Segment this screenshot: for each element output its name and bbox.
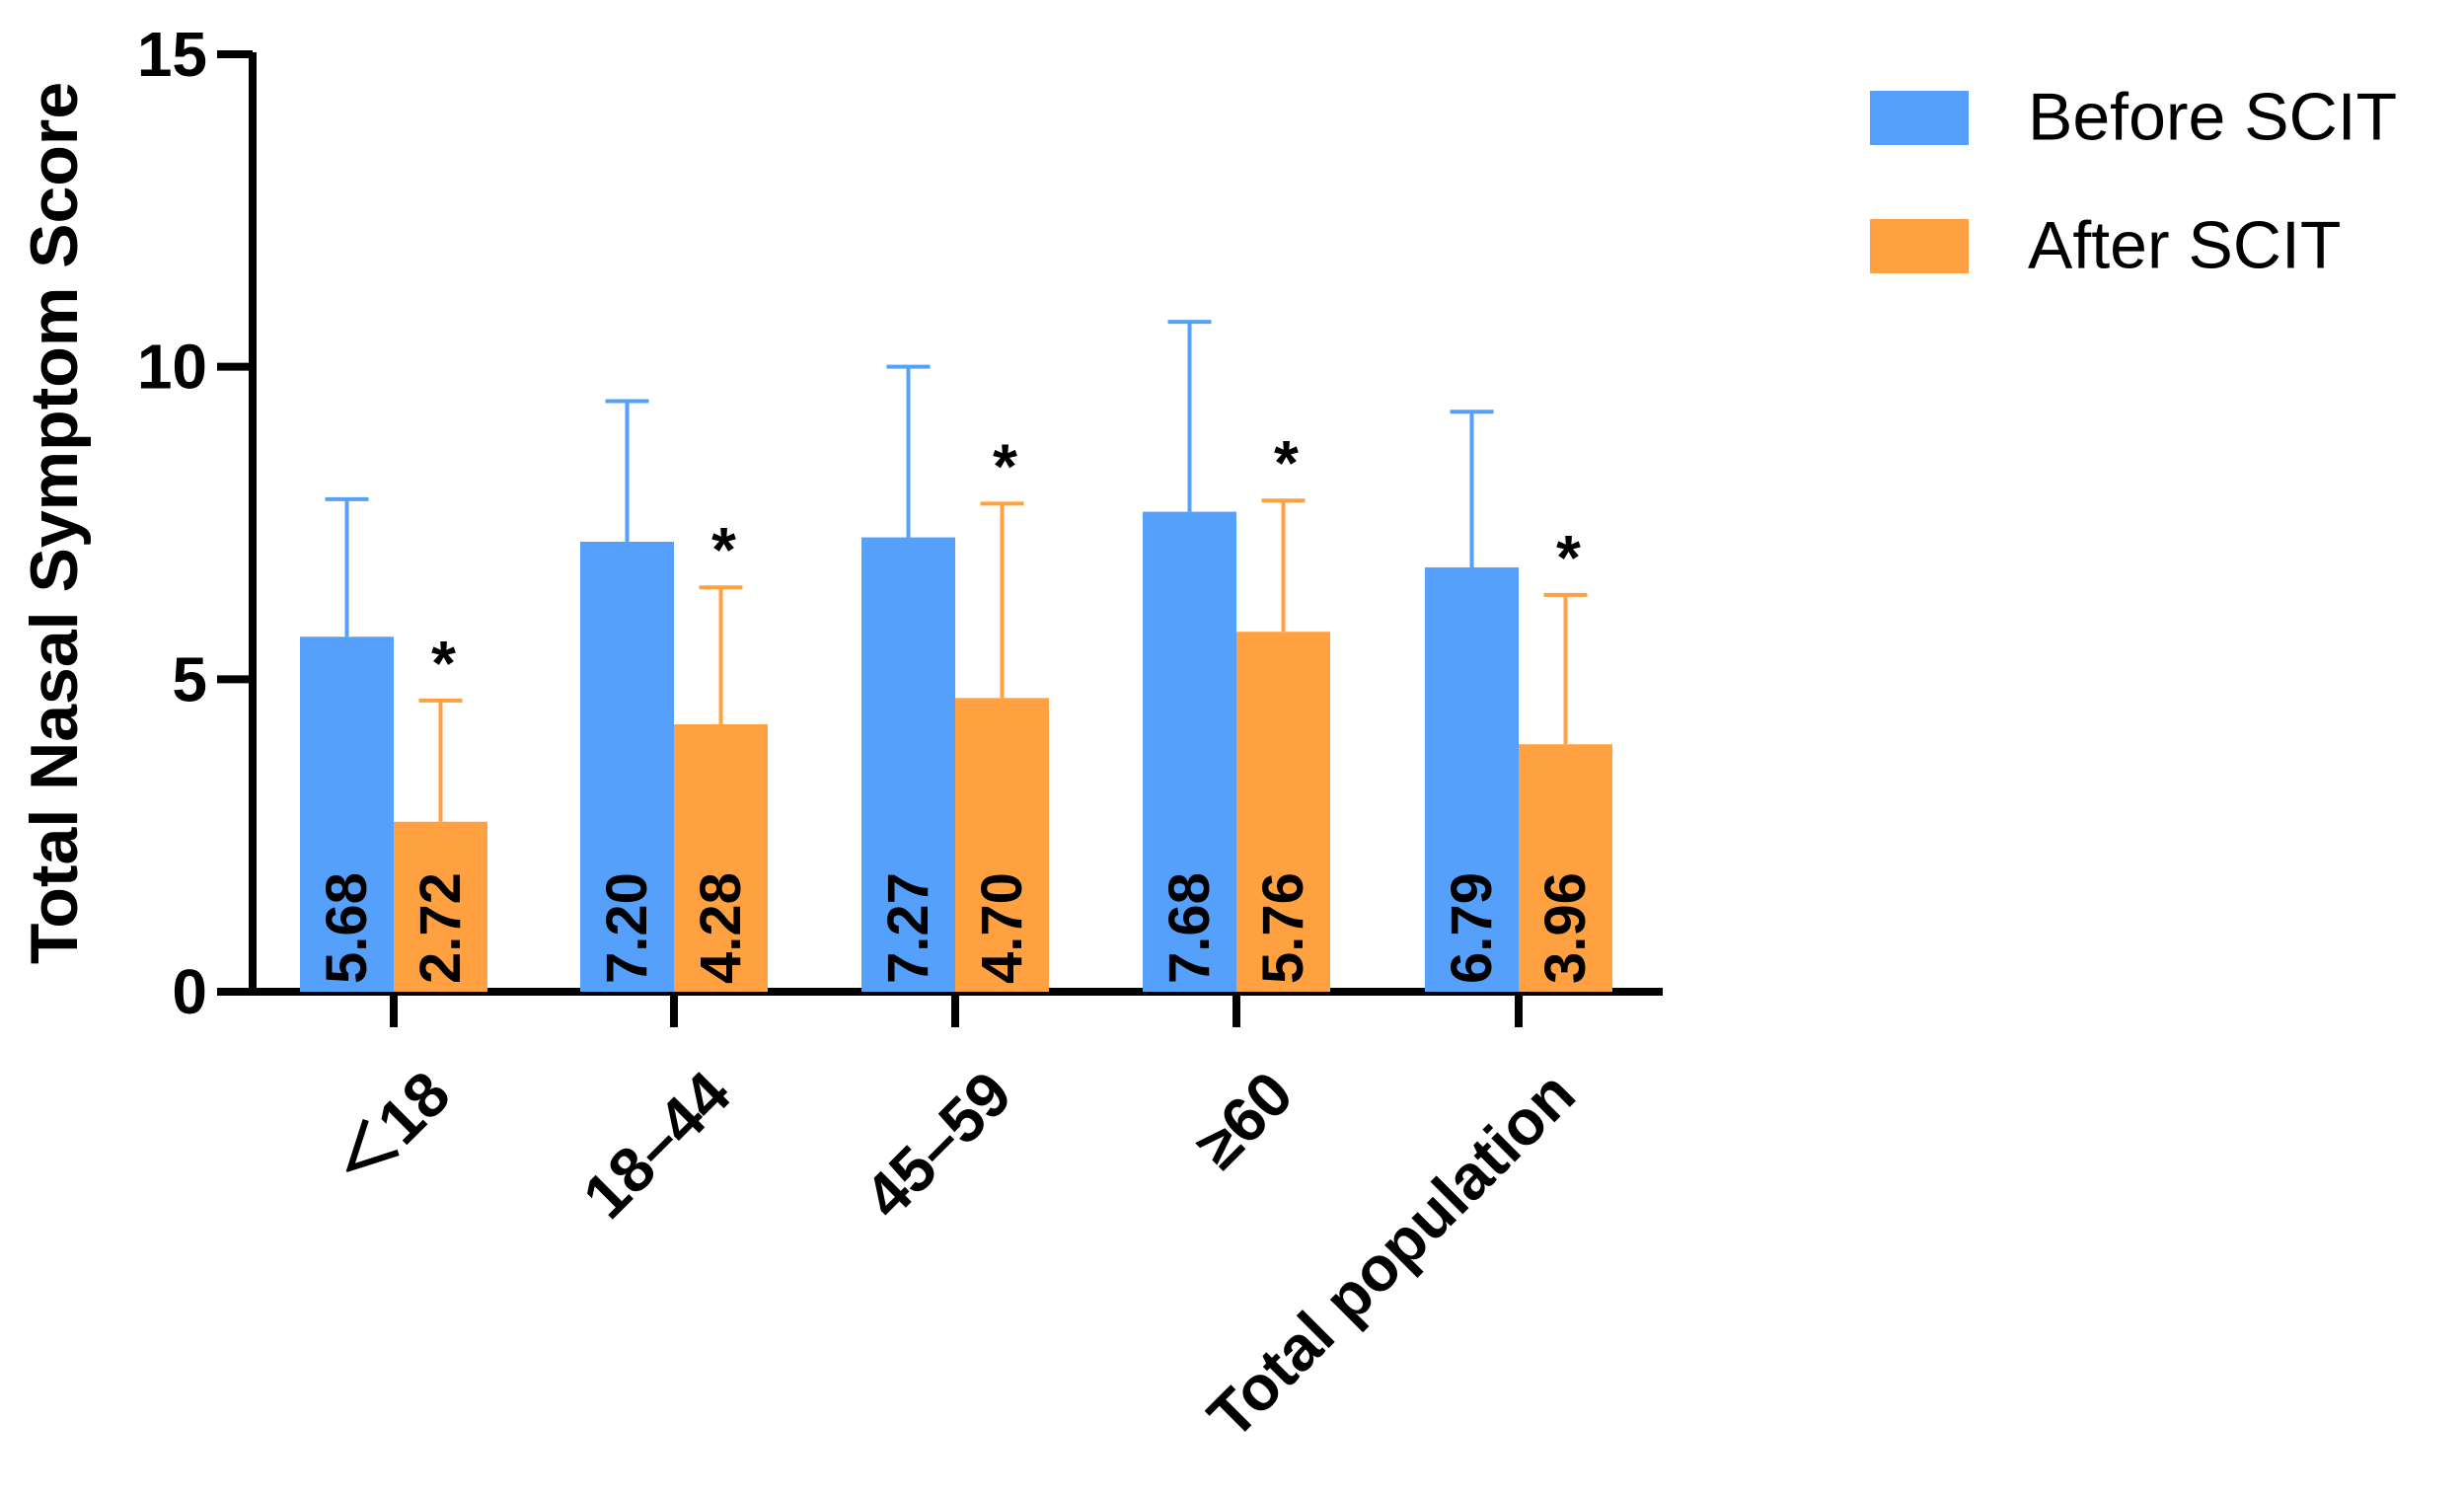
bar-after <box>1519 744 1612 992</box>
legend-label: Before SCIT <box>2028 80 2397 155</box>
legend-label: After SCIT <box>2028 208 2341 283</box>
bar-before <box>300 636 394 992</box>
x-tick-label: 18–44 <box>569 1058 744 1233</box>
x-tick-label: ＜18 <box>319 1058 464 1203</box>
bar-value-label: 4.28 <box>689 872 753 984</box>
y-tick-label: 15 <box>137 19 207 90</box>
legend-swatch <box>1870 219 1969 273</box>
bar-before <box>580 542 674 992</box>
significance-marker: * <box>1556 522 1581 593</box>
significance-marker: * <box>993 430 1017 501</box>
y-tick-label: 5 <box>172 643 207 714</box>
bar-after <box>955 698 1049 992</box>
bar-after <box>1236 632 1330 992</box>
bar-value-label: 7.27 <box>876 872 940 984</box>
bar-value-label: 7.20 <box>595 872 659 984</box>
bar-value-label: 3.96 <box>1533 872 1598 984</box>
bar-before <box>1143 511 1236 992</box>
x-tick-label: 45–59 <box>851 1058 1025 1233</box>
significance-marker: * <box>711 514 736 585</box>
bar-value-label: 7.68 <box>1157 872 1222 984</box>
y-axis-title: Total Nasal Symptom Score <box>17 82 92 964</box>
bar-before <box>861 537 955 992</box>
bar-value-label: 5.76 <box>1251 872 1315 984</box>
legend-swatch <box>1870 91 1969 145</box>
bar-value-label: 2.72 <box>409 872 473 984</box>
y-tick-label: 0 <box>172 956 207 1027</box>
significance-marker: * <box>1274 427 1299 498</box>
y-tick-label: 10 <box>137 332 207 403</box>
bar-value-label: 5.68 <box>315 872 379 984</box>
significance-marker: * <box>431 628 456 699</box>
x-tick-label: ≥60 <box>1182 1058 1307 1182</box>
bar-after <box>394 821 487 992</box>
bar-value-label: 6.79 <box>1440 872 1504 984</box>
bar-after <box>674 723 768 992</box>
bar-value-label: 4.70 <box>970 872 1034 984</box>
bar-before <box>1425 566 1519 992</box>
